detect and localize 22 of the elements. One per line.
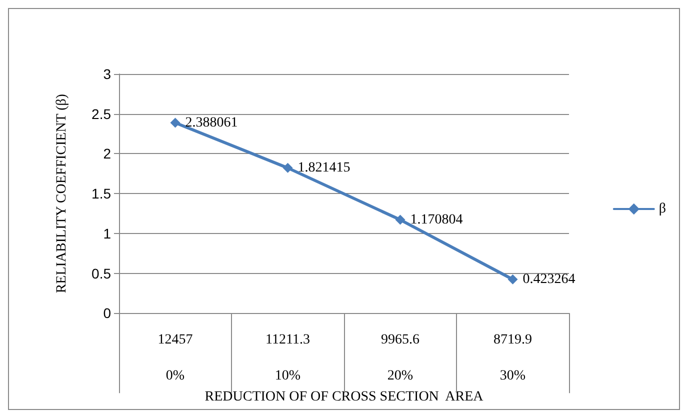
category-label: 9965.6 20%	[381, 332, 420, 384]
legend-label: β	[658, 202, 666, 216]
y-tick-label: 3	[103, 66, 112, 82]
y-tick-label: 2	[103, 146, 112, 162]
point	[170, 118, 180, 128]
point	[395, 214, 406, 225]
category-label: 12457 0%	[158, 332, 193, 384]
point	[508, 274, 518, 284]
point	[282, 162, 293, 173]
data-label: 2.388061	[185, 115, 238, 130]
data-label: 0.423264	[522, 272, 576, 287]
data-label: 1.170804	[410, 212, 463, 228]
data-label: 1.821415	[298, 160, 350, 176]
y-tick-label: 2.5	[92, 106, 112, 122]
x-axis-title: REDUCTION OF OF CROSS SECTION AREA	[204, 390, 484, 404]
y-tick-label: 0.5	[92, 265, 112, 282]
category-label: 11211.3 10%	[266, 332, 310, 384]
y-tick-label: 1.5	[92, 186, 112, 202]
y-tick-label: 1	[103, 225, 112, 242]
y-tick-label: 0	[103, 305, 112, 322]
category-label: 8719.9 30%	[494, 332, 532, 384]
y-axis-title: RELIABILITY COEFFICIENT (β)	[54, 94, 70, 294]
